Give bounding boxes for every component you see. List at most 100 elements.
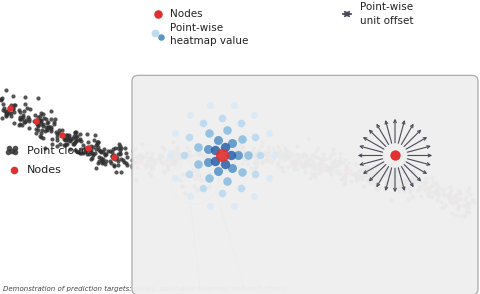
- Point: [319, 151, 327, 156]
- Point: [253, 160, 261, 164]
- Point: [160, 169, 168, 173]
- Point: [93, 139, 101, 144]
- Point: [440, 205, 447, 209]
- Point: [130, 149, 137, 154]
- Point: [271, 150, 279, 155]
- Point: [449, 199, 456, 204]
- Point: [141, 163, 149, 168]
- Point: [282, 151, 289, 156]
- Point: [58, 133, 66, 138]
- Point: [395, 184, 403, 189]
- Point: [3, 112, 11, 117]
- Point: [301, 169, 309, 174]
- Point: [356, 168, 363, 172]
- Point: [175, 155, 182, 160]
- Point: [206, 163, 214, 168]
- Point: [205, 131, 213, 136]
- Point: [423, 186, 431, 190]
- Point: [245, 151, 252, 155]
- Point: [433, 187, 441, 191]
- Point: [302, 153, 310, 158]
- Point: [323, 167, 330, 172]
- Point: [379, 168, 387, 173]
- Point: [228, 150, 236, 155]
- Point: [145, 159, 153, 163]
- Point: [406, 177, 414, 182]
- Point: [265, 149, 273, 153]
- Point: [207, 162, 215, 167]
- Point: [66, 146, 74, 151]
- Point: [330, 151, 337, 156]
- Point: [308, 153, 316, 157]
- Point: [383, 179, 390, 184]
- Point: [290, 162, 298, 166]
- Point: [36, 119, 44, 123]
- Point: [96, 154, 103, 159]
- Point: [357, 168, 365, 172]
- Point: [192, 154, 200, 159]
- Point: [288, 153, 296, 158]
- Point: [252, 164, 260, 169]
- Point: [37, 131, 45, 136]
- Point: [455, 206, 462, 211]
- Point: [397, 183, 405, 188]
- Point: [211, 154, 218, 159]
- Point: [336, 160, 344, 164]
- Point: [428, 194, 436, 198]
- Point: [94, 141, 101, 146]
- Point: [296, 159, 304, 164]
- Point: [106, 149, 114, 153]
- Point: [61, 136, 69, 141]
- Point: [428, 174, 436, 179]
- Point: [396, 178, 403, 183]
- Point: [176, 161, 184, 166]
- Point: [221, 145, 228, 149]
- Point: [150, 157, 157, 162]
- Point: [88, 155, 96, 160]
- Point: [77, 138, 84, 143]
- Point: [9, 94, 16, 99]
- Point: [87, 143, 95, 148]
- Point: [168, 160, 175, 165]
- Point: [95, 159, 103, 163]
- Point: [265, 131, 273, 136]
- Point: [446, 199, 454, 204]
- Point: [252, 159, 259, 164]
- Point: [53, 143, 60, 148]
- Point: [265, 176, 273, 180]
- Point: [165, 156, 172, 161]
- Point: [5, 145, 13, 150]
- Point: [280, 154, 288, 159]
- Point: [149, 158, 157, 163]
- Point: [147, 155, 155, 160]
- Point: [251, 113, 258, 118]
- Point: [279, 152, 287, 157]
- Point: [364, 174, 372, 178]
- Point: [167, 149, 174, 153]
- Point: [417, 193, 425, 198]
- Point: [317, 161, 324, 166]
- Point: [129, 163, 136, 168]
- Point: [389, 172, 396, 177]
- Point: [189, 157, 196, 162]
- Point: [34, 123, 42, 127]
- Point: [160, 161, 168, 165]
- Point: [231, 147, 239, 152]
- Point: [50, 121, 58, 126]
- Point: [281, 152, 288, 157]
- Point: [374, 186, 382, 191]
- Point: [35, 118, 43, 123]
- Point: [387, 178, 395, 183]
- Point: [256, 153, 264, 158]
- Point: [414, 188, 421, 192]
- Point: [39, 111, 47, 116]
- Point: [0, 96, 5, 100]
- Point: [339, 159, 347, 164]
- Point: [231, 149, 239, 154]
- Point: [411, 180, 419, 185]
- Point: [339, 176, 347, 181]
- Point: [65, 136, 72, 141]
- Point: [229, 151, 237, 156]
- Point: [147, 162, 155, 167]
- Point: [273, 153, 280, 158]
